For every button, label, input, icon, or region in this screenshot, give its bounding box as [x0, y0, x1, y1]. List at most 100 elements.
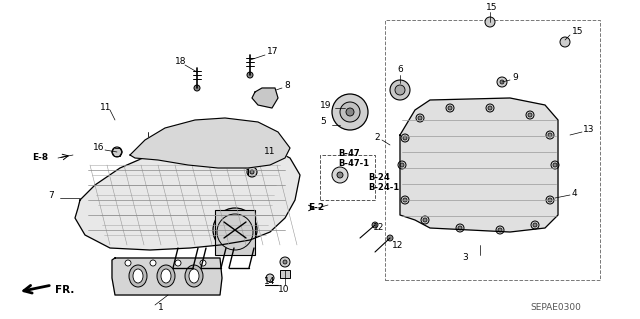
Circle shape — [112, 147, 122, 157]
Circle shape — [531, 221, 539, 229]
Circle shape — [194, 85, 200, 91]
Circle shape — [250, 170, 254, 174]
Text: 15: 15 — [486, 4, 497, 12]
Text: B-47: B-47 — [338, 149, 360, 158]
Text: SEPAE0300: SEPAE0300 — [530, 303, 581, 313]
Polygon shape — [252, 88, 278, 108]
Circle shape — [458, 226, 462, 230]
Text: 11: 11 — [100, 103, 111, 113]
Circle shape — [247, 72, 253, 78]
Text: 10: 10 — [278, 286, 289, 294]
Bar — [215, 210, 255, 255]
Polygon shape — [112, 258, 222, 295]
Polygon shape — [400, 98, 558, 232]
Circle shape — [340, 102, 360, 122]
Circle shape — [423, 218, 427, 222]
Circle shape — [401, 134, 409, 142]
Text: 4: 4 — [572, 189, 578, 197]
Text: E-8: E-8 — [32, 152, 48, 161]
Text: 13: 13 — [583, 125, 595, 135]
Bar — [320, 155, 375, 200]
Circle shape — [401, 196, 409, 204]
Text: B-24: B-24 — [368, 174, 390, 182]
Ellipse shape — [129, 265, 147, 287]
Circle shape — [346, 108, 354, 116]
Circle shape — [548, 198, 552, 202]
Circle shape — [150, 260, 156, 266]
Circle shape — [332, 94, 368, 130]
Circle shape — [221, 216, 249, 244]
Ellipse shape — [189, 269, 199, 283]
Text: 16: 16 — [93, 144, 104, 152]
Circle shape — [395, 85, 405, 95]
Text: 9: 9 — [512, 73, 518, 83]
Circle shape — [500, 80, 504, 84]
Circle shape — [372, 222, 378, 228]
Text: 14: 14 — [264, 278, 275, 286]
Circle shape — [526, 111, 534, 119]
Text: 11: 11 — [264, 147, 275, 157]
Ellipse shape — [185, 265, 203, 287]
Circle shape — [200, 260, 206, 266]
Circle shape — [488, 106, 492, 110]
Text: B-47-1: B-47-1 — [338, 159, 369, 167]
Circle shape — [548, 133, 552, 137]
Circle shape — [390, 80, 410, 100]
Circle shape — [546, 196, 554, 204]
Circle shape — [230, 225, 240, 235]
Text: 12: 12 — [373, 224, 385, 233]
Text: E-2: E-2 — [308, 204, 324, 212]
Text: FR.: FR. — [55, 285, 74, 295]
Polygon shape — [75, 145, 300, 250]
Circle shape — [497, 77, 507, 87]
Circle shape — [456, 224, 464, 232]
Circle shape — [403, 198, 407, 202]
Circle shape — [546, 131, 554, 139]
Circle shape — [213, 208, 257, 252]
Text: 6: 6 — [397, 65, 403, 75]
Circle shape — [387, 235, 393, 241]
Circle shape — [421, 216, 429, 224]
Polygon shape — [130, 118, 290, 168]
Circle shape — [403, 136, 407, 140]
Circle shape — [332, 167, 348, 183]
Circle shape — [245, 155, 251, 161]
Circle shape — [398, 161, 406, 169]
Circle shape — [125, 260, 131, 266]
Text: 7: 7 — [48, 191, 54, 201]
Circle shape — [551, 161, 559, 169]
Text: 15: 15 — [572, 27, 584, 36]
Circle shape — [486, 104, 494, 112]
Bar — [280, 270, 290, 278]
Circle shape — [560, 37, 570, 47]
Circle shape — [283, 260, 287, 264]
Circle shape — [498, 228, 502, 232]
Circle shape — [266, 274, 274, 282]
Circle shape — [247, 167, 257, 177]
Circle shape — [418, 116, 422, 120]
Circle shape — [446, 104, 454, 112]
Circle shape — [533, 223, 537, 227]
Circle shape — [485, 17, 495, 27]
Bar — [385, 20, 600, 280]
Ellipse shape — [133, 269, 143, 283]
Text: 3: 3 — [462, 254, 468, 263]
Circle shape — [400, 163, 404, 167]
Text: 19: 19 — [320, 100, 332, 109]
Text: 8: 8 — [284, 80, 290, 90]
Circle shape — [337, 172, 343, 178]
Circle shape — [175, 260, 181, 266]
Ellipse shape — [157, 265, 175, 287]
Circle shape — [553, 163, 557, 167]
Text: 2: 2 — [374, 132, 380, 142]
Text: 5: 5 — [320, 117, 326, 127]
Text: 17: 17 — [267, 48, 278, 56]
Ellipse shape — [161, 269, 171, 283]
Text: 12: 12 — [392, 241, 403, 249]
Text: B-24-1: B-24-1 — [368, 183, 399, 192]
Text: 1: 1 — [158, 302, 164, 311]
Circle shape — [416, 114, 424, 122]
Text: 18: 18 — [175, 57, 186, 66]
Circle shape — [496, 226, 504, 234]
Circle shape — [528, 113, 532, 117]
